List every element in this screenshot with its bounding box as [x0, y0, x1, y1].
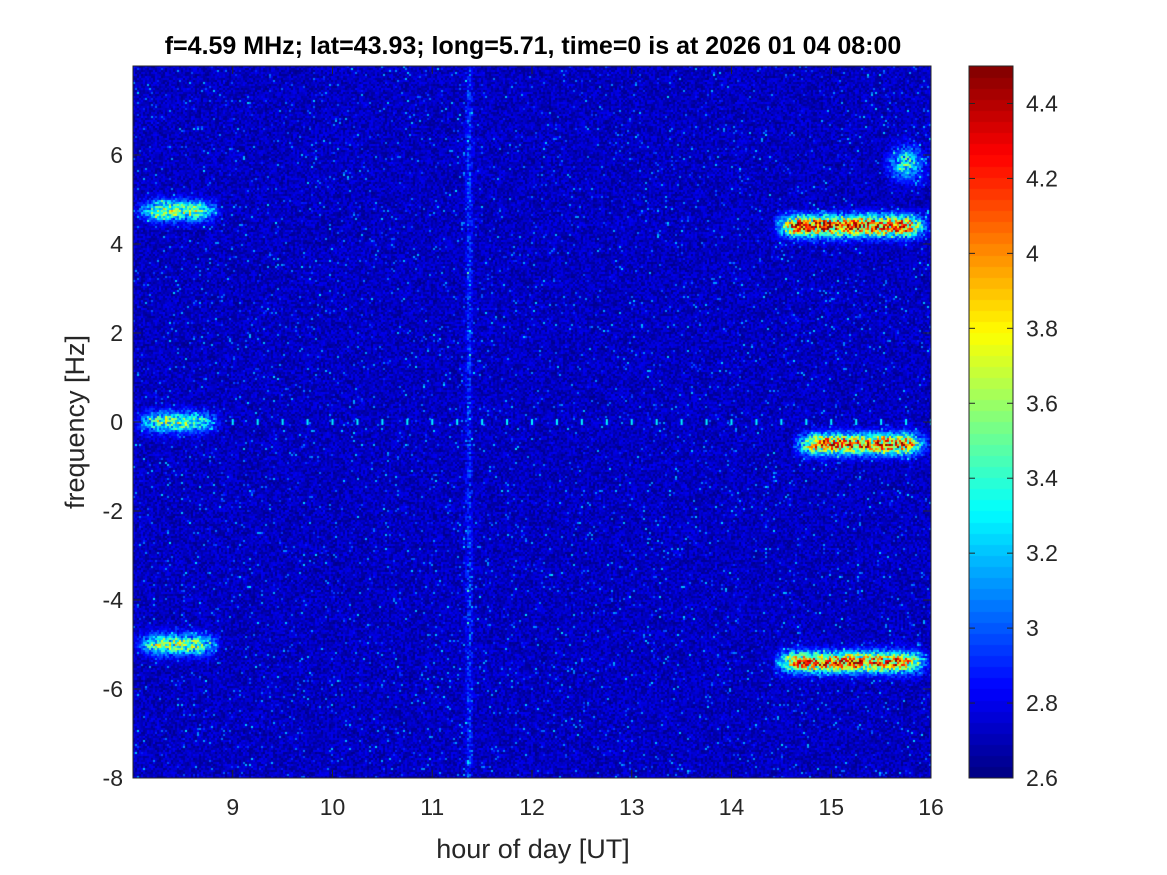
y-tick-label: 6 [110, 142, 123, 168]
colorbar-tick-label: 2.8 [1026, 690, 1058, 716]
y-tick-label: -2 [103, 498, 123, 524]
colorbar-tick-label: 4.4 [1026, 90, 1058, 116]
y-axis-label: frequency [Hz] [60, 335, 90, 509]
y-axis: -8 -6 -4 -2 0 2 4 6 [103, 142, 931, 791]
chart-title: f=4.59 MHz; lat=43.93; long=5.71, time=0… [165, 32, 902, 60]
x-axis: 9 10 11 12 13 14 15 16 [226, 66, 944, 820]
colorbar: 2.6 2.8 3 3.2 3.4 3.6 3.8 4 4.2 4.4 [968, 65, 1058, 791]
colorbar-tick-label: 3.8 [1026, 315, 1058, 341]
y-tick-label: -6 [103, 676, 123, 702]
colorbar-tick-label: 4 [1026, 240, 1039, 266]
y-tick-label: 2 [110, 320, 123, 346]
x-axis-label: hour of day [UT] [436, 834, 630, 864]
colorbar-ticks: 2.6 2.8 3 3.2 3.4 3.6 3.8 4 4.2 4.4 [969, 90, 1058, 791]
y-tick-label: 4 [110, 231, 123, 257]
colorbar-gradient [969, 66, 1013, 778]
colorbar-tick-label: 4.2 [1026, 165, 1058, 191]
y-tick-label: -4 [103, 587, 124, 613]
y-tick-label: -8 [103, 765, 123, 791]
colorbar-tick-label: 2.6 [1026, 765, 1058, 791]
x-tick-label: 15 [818, 794, 844, 820]
spectrogram-heatmap [133, 66, 931, 778]
y-tick-label: 0 [110, 409, 123, 435]
x-tick-label: 12 [519, 794, 545, 820]
colorbar-tick-label: 3.6 [1026, 390, 1058, 416]
x-tick-label: 16 [918, 794, 944, 820]
colorbar-tick-label: 3.4 [1026, 465, 1058, 491]
colorbar-tick-label: 3 [1026, 615, 1039, 641]
plot-area [132, 65, 932, 779]
x-tick-label: 9 [226, 794, 239, 820]
colorbar-tick-label: 3.2 [1026, 540, 1058, 566]
colorbar-frame [968, 65, 1014, 779]
x-tick-label: 11 [420, 794, 444, 820]
x-tick-label: 10 [320, 794, 346, 820]
x-tick-label: 13 [619, 794, 645, 820]
x-tick-label: 14 [719, 794, 745, 820]
